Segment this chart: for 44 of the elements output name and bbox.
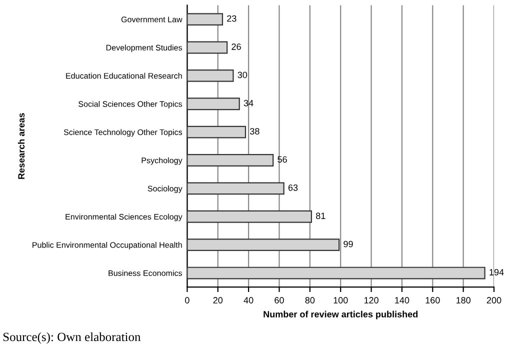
y-tick-label: Development Studies [106, 44, 182, 52]
data-label: 81 [316, 212, 326, 220]
data-label: 26 [232, 44, 241, 50]
bar [187, 182, 284, 195]
data-label: 63 [288, 184, 298, 191]
y-tick-label: Business Economics [108, 270, 182, 276]
bar [187, 210, 312, 223]
source-note: Source(s): Own elaboration [3, 332, 141, 344]
x-tick-label: 180 [456, 297, 470, 304]
data-label: 99 [344, 240, 353, 248]
data-label: 34 [244, 100, 254, 106]
x-tick-label: 100 [334, 297, 348, 304]
x-axis-title: Number of review articles published [264, 310, 418, 320]
bar [187, 238, 340, 252]
x-tick-label: 120 [364, 297, 378, 304]
y-tick-label: Government Law [121, 16, 182, 22]
x-tick-label: 200 [486, 297, 502, 304]
x-tick-label: 160 [426, 297, 440, 304]
bar [187, 266, 486, 280]
x-tick-label: 20 [213, 297, 223, 304]
x-tick-label: 0 [185, 297, 190, 304]
bar [187, 69, 234, 82]
bar [187, 154, 274, 166]
y-tick-label: Social Sciences Other Topics [78, 100, 182, 108]
x-tick-label: 80 [305, 297, 315, 304]
data-label: 30 [238, 72, 248, 78]
bar [187, 13, 224, 26]
y-tick-label: Psychology [142, 157, 182, 165]
y-tick-label: Science Technology Other Topics [64, 129, 182, 137]
y-tick-label: Environmental Sciences Ecology [66, 214, 182, 222]
data-label: 23 [227, 15, 236, 22]
y-axis-title: Research areas [18, 113, 25, 179]
bar [187, 98, 240, 110]
data-label: 38 [250, 128, 260, 134]
y-tick-label: Public Environmental Occupational Health [32, 242, 182, 250]
bar [187, 41, 228, 54]
data-label: 56 [278, 156, 287, 163]
x-tick-label: 60 [274, 297, 284, 304]
x-tick-label: 40 [244, 297, 254, 304]
x-tick-label: 140 [395, 297, 410, 304]
data-label: 194 [490, 269, 504, 276]
y-tick-label: Education Educational Research [66, 72, 182, 79]
bar [187, 126, 246, 138]
y-tick-label: Sociology [148, 186, 182, 194]
